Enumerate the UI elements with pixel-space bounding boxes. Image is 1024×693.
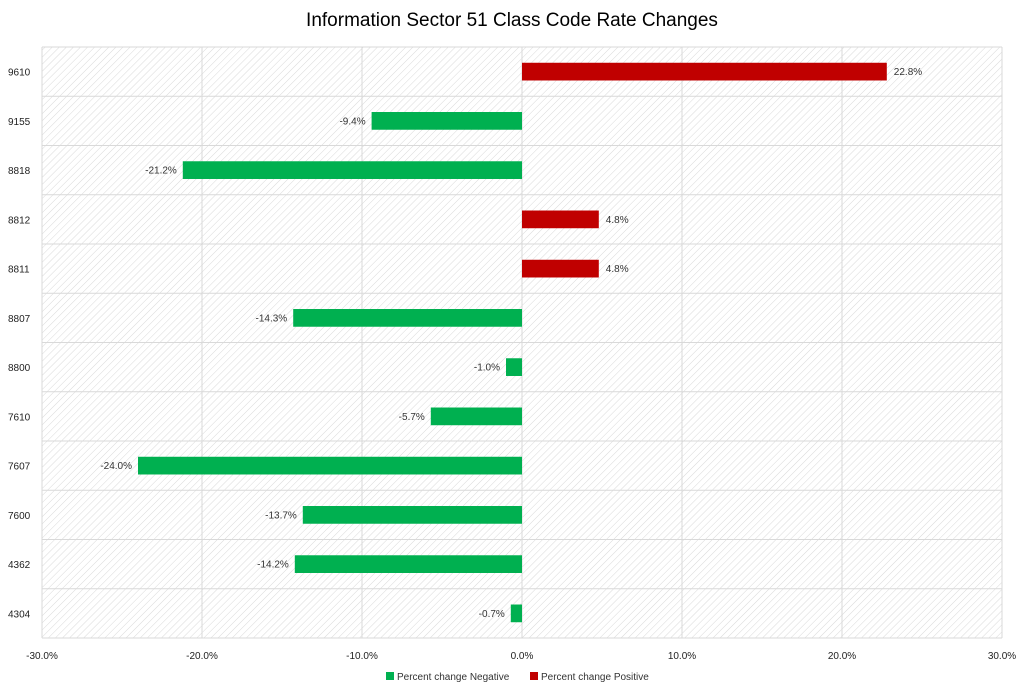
legend-swatch-negative <box>386 672 394 680</box>
legend-label-negative: Percent change Negative <box>397 672 510 683</box>
category-label-7610: 7610 <box>8 412 31 423</box>
bar-8812 <box>522 210 599 229</box>
data-label-9610: 22.8% <box>894 67 922 78</box>
x-tick-label: 0.0% <box>511 651 534 662</box>
legend-label-positive: Percent change Positive <box>541 672 649 683</box>
x-tick-label: 20.0% <box>828 651 856 662</box>
bar-4304 <box>510 604 522 623</box>
bar-8807 <box>293 309 522 327</box>
data-label-8818: -21.2% <box>145 166 177 177</box>
bar-8800 <box>506 358 522 376</box>
category-label-4362: 4362 <box>8 560 31 571</box>
gridlines <box>41 46 1003 639</box>
data-label-7610: -5.7% <box>399 412 425 423</box>
bar-4362 <box>294 555 522 573</box>
bar-series <box>138 62 887 623</box>
x-tick-label: 10.0% <box>668 651 696 662</box>
data-label-4362: -14.2% <box>257 560 289 571</box>
data-label-8811: 4.8% <box>606 264 629 275</box>
data-label-8812: 4.8% <box>606 215 629 226</box>
category-label-8812: 8812 <box>8 215 31 226</box>
bar-7600 <box>302 506 522 524</box>
data-label-7607: -24.0% <box>100 461 132 472</box>
category-label-8811: 8811 <box>8 265 30 276</box>
bar-8818 <box>182 161 523 179</box>
bar-8811 <box>522 259 599 278</box>
x-tick-label: -10.0% <box>346 651 378 662</box>
category-label-7600: 7600 <box>8 511 31 522</box>
data-labels: 22.8% -9.4% -21.2% 4.8% 4.8% -14.3% -1.0% -5.7%… <box>100 67 922 620</box>
value-axis: -30.0% -20.0% -10.0% 0.0% 10.0% 20.0% 30.0% <box>26 651 1016 662</box>
bar-9155 <box>371 112 522 130</box>
category-label-8800: 8800 <box>8 363 31 374</box>
data-label-8807: -14.3% <box>256 313 288 324</box>
data-label-8800: -1.0% <box>474 363 500 374</box>
legend-swatch-positive <box>530 672 538 680</box>
category-label-8818: 8818 <box>8 166 31 177</box>
x-tick-label: -30.0% <box>26 651 58 662</box>
chart-title: Information Sector 51 Class Code Rate Ch… <box>306 10 718 31</box>
x-tick-label: 30.0% <box>988 651 1016 662</box>
category-label-4304: 4304 <box>8 609 31 620</box>
category-label-9610: 9610 <box>8 68 31 79</box>
data-label-4304: -0.7% <box>479 609 505 620</box>
bar-7610 <box>430 407 522 426</box>
data-label-9155: -9.4% <box>339 116 365 127</box>
x-tick-label: -20.0% <box>186 651 218 662</box>
category-label-8807: 8807 <box>8 314 31 325</box>
bar-7607 <box>138 456 522 475</box>
category-label-9155: 9155 <box>8 117 31 128</box>
category-label-7607: 7607 <box>8 462 31 473</box>
legend: Percent change Negative Percent change Po… <box>386 672 649 683</box>
data-label-7600: -13.7% <box>265 510 297 521</box>
category-axis: 9610 9155 8818 8812 8811 8807 8800 7610 7607 7600… <box>8 68 31 621</box>
bar-9610 <box>522 62 887 81</box>
